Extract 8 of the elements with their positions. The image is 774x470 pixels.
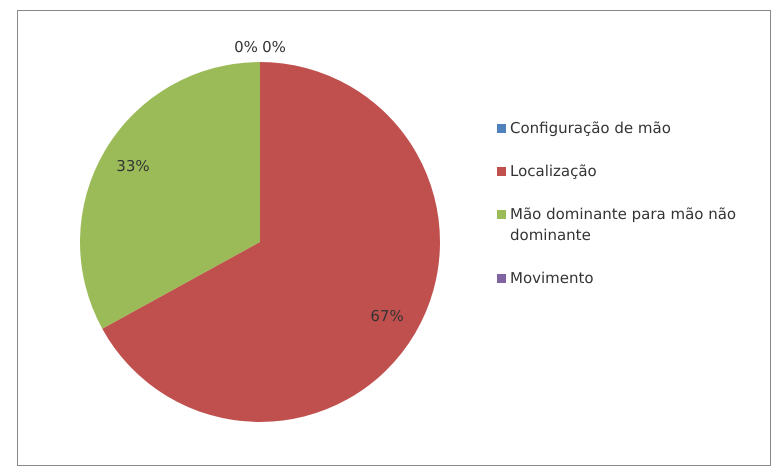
data-label: 67% [370,307,404,326]
legend-label: Mão dominante para mão não dominante [510,204,738,246]
text: 0% [234,38,258,56]
legend-label: Movimento [510,268,594,289]
data-label: 33% [116,156,150,175]
text: 0% [262,38,286,56]
legend-label: Localização [510,161,597,182]
legend-label: Configuração de mão [510,118,671,139]
